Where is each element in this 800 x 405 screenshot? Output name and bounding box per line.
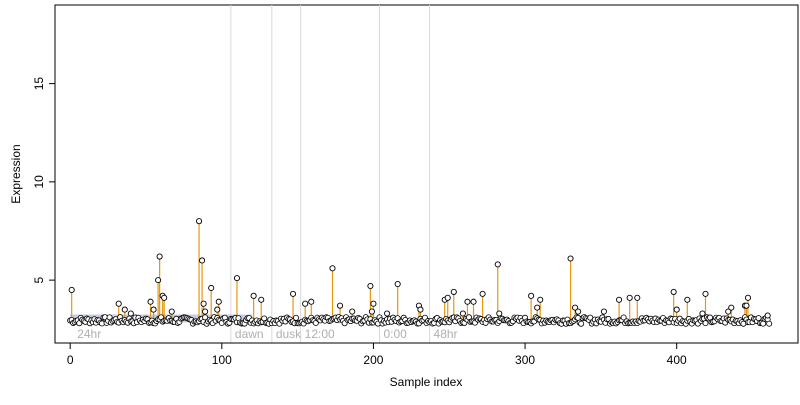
data-point — [578, 320, 585, 327]
peak-point — [567, 255, 574, 262]
peak-point — [634, 294, 641, 301]
peak-point — [702, 290, 709, 297]
peak-point — [417, 306, 424, 313]
x-tick-label: 100 — [212, 353, 232, 367]
y-tick-label: 5 — [32, 276, 46, 283]
x-axis: 0 100 200 300 400 — [67, 342, 687, 367]
data-point — [620, 314, 627, 321]
plot-frame — [54, 4, 799, 344]
x-tick-label: 400 — [667, 353, 687, 367]
peak-point — [155, 277, 162, 284]
x-axis-title: Sample index — [390, 375, 463, 389]
data-point — [760, 320, 767, 327]
y-tick-label: 15 — [32, 77, 46, 91]
peak-point — [494, 261, 501, 268]
region-label: 48hr — [434, 327, 458, 341]
data-point — [766, 320, 773, 327]
peak-point — [150, 306, 157, 313]
peak-point — [673, 306, 680, 313]
peak-point — [537, 296, 544, 303]
x-tick-label: 0 — [67, 353, 74, 367]
peak-point — [308, 298, 315, 305]
peak-point — [147, 298, 154, 305]
peak-point — [208, 284, 215, 292]
peak-point — [699, 310, 706, 317]
peak-point — [127, 310, 134, 317]
peak-point — [464, 298, 471, 305]
peak-point — [744, 294, 752, 301]
peak-point — [479, 290, 486, 297]
data-point — [202, 314, 209, 321]
points-layer — [67, 218, 773, 327]
peak-point — [199, 257, 206, 264]
y-axis: 5 10 15 — [32, 77, 56, 283]
peak-point — [233, 275, 241, 282]
data-point — [702, 320, 709, 327]
region-label: 24hr — [77, 327, 101, 341]
region-label: dawn — [235, 327, 264, 341]
peak-point — [626, 294, 633, 301]
peak-point — [329, 265, 336, 272]
peak-point — [168, 308, 175, 315]
y-axis-title: Expression — [9, 144, 23, 203]
peak-point — [743, 302, 750, 309]
peak-point — [670, 288, 677, 295]
x-tick-label: 300 — [515, 353, 535, 367]
peak-point — [368, 308, 375, 315]
peak-point — [214, 306, 221, 313]
peak-point — [600, 308, 607, 315]
y-tick-label: 10 — [32, 175, 46, 189]
peak-point — [156, 253, 163, 260]
peak-point — [337, 302, 344, 309]
peak-point — [200, 300, 207, 307]
peak-point — [258, 296, 265, 303]
peak-point — [121, 306, 128, 313]
peak-point — [459, 310, 466, 317]
peak-point — [68, 286, 75, 293]
peak-point — [575, 308, 582, 315]
peak-point — [394, 280, 401, 288]
peak-point — [196, 218, 203, 225]
data-point — [755, 315, 762, 322]
peak-point — [572, 304, 579, 311]
peak-point — [450, 288, 457, 295]
peak-point — [496, 310, 503, 317]
data-point — [293, 314, 300, 321]
region-label: 12:00 — [305, 327, 335, 341]
region-label: dusk — [276, 327, 302, 341]
peak-point — [725, 308, 732, 315]
region-labels: 24hr dawn dusk 12:00 0:00 48hr — [77, 327, 457, 341]
peak-point — [115, 300, 122, 307]
region-lines — [230, 5, 431, 343]
peak-point — [250, 292, 257, 299]
region-label: 0:00 — [383, 327, 407, 341]
peak-point — [215, 298, 222, 305]
peak-point — [161, 294, 168, 301]
peak-point — [728, 304, 735, 311]
peak-point — [370, 300, 377, 307]
peak-point — [470, 298, 477, 305]
x-tick-label: 200 — [363, 353, 383, 367]
peak-point — [528, 292, 535, 299]
peak-point — [444, 294, 451, 301]
peak-point — [384, 310, 391, 317]
peak-point — [367, 282, 374, 290]
peak-point — [202, 308, 209, 315]
peak-point — [349, 308, 356, 315]
peak-point — [302, 300, 309, 307]
peak-point — [764, 312, 771, 319]
peak-point — [534, 304, 541, 311]
peak-point — [684, 296, 691, 303]
peak-point — [616, 296, 623, 303]
peak-point — [290, 290, 297, 297]
